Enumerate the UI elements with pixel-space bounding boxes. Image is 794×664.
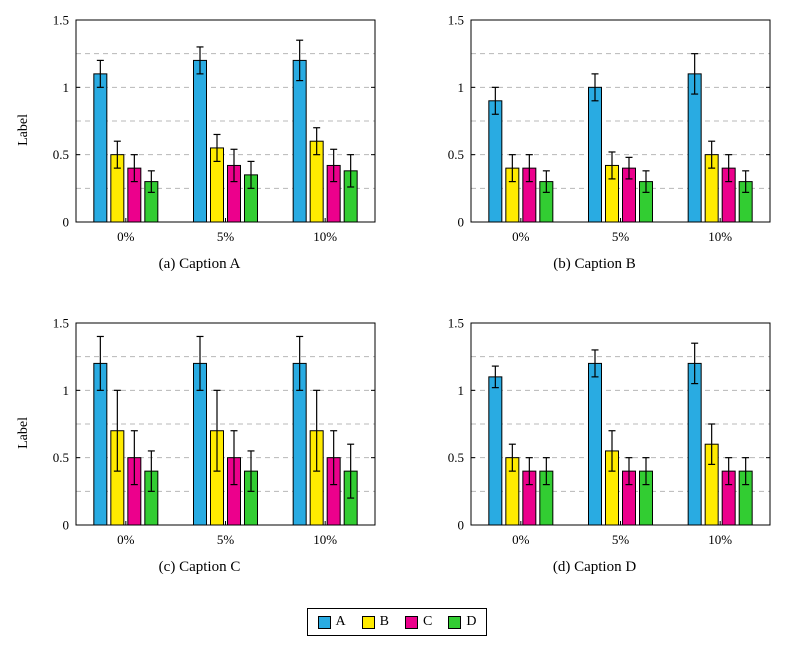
legend-swatch-c [405, 615, 418, 629]
y-axis-label-c: Label [15, 417, 31, 449]
legend-item-d: D [448, 614, 476, 630]
svg-text:5%: 5% [611, 532, 629, 547]
svg-text:10%: 10% [708, 532, 732, 547]
caption-c: (c) Caption C [158, 559, 241, 575]
subplot-a: Label 0% 5% 10% 0 0.5 1 1.5 (a) Caption A [16, 10, 384, 273]
svg-text:0: 0 [62, 518, 69, 533]
svg-text:0%: 0% [117, 229, 135, 244]
legend-swatch-a [317, 615, 331, 629]
caption-a: (a) Caption A [158, 256, 241, 272]
svg-text:5%: 5% [216, 532, 234, 547]
subplot-c-row: Label 0% 5% 10% 0 0.5 1 1.5 [16, 313, 384, 553]
plot-b: 0% 5% 10% 0 0.5 1 1.5 [447, 13, 770, 244]
caption-d: (d) Caption D [552, 559, 637, 575]
legend-label-c: C [423, 614, 433, 629]
svg-text:1: 1 [457, 80, 464, 95]
legend-swatch-d [448, 615, 462, 629]
plot-c: 0% 5% 10% 0 0.5 1 1.5 [52, 316, 375, 547]
legend: A B C D [306, 608, 488, 636]
figure-grid: Label 0% 5% 10% 0 0.5 1 1.5 (a) Caption A 0% 5%… [4, 10, 790, 636]
subplot-d: 0% 5% 10% 0 0.5 1 1.5 (d) Caption D [411, 313, 779, 576]
legend-label-d: D [466, 614, 477, 629]
svg-text:0%: 0% [512, 532, 529, 547]
svg-text:0.5: 0.5 [447, 147, 463, 162]
svg-text:1: 1 [457, 383, 464, 398]
svg-text:5%: 5% [611, 229, 629, 244]
legend-item-a: A [317, 614, 346, 630]
svg-text:0.5: 0.5 [52, 147, 68, 162]
svg-text:0%: 0% [117, 532, 135, 547]
legend-item-b: B [361, 614, 389, 630]
plot-d: 0% 5% 10% 0 0.5 1 1.5 [447, 316, 770, 547]
svg-text:0: 0 [457, 215, 464, 230]
subplot-c: Label 0% 5% 10% 0 0.5 1 1.5 (c) Caption C [16, 313, 384, 576]
svg-text:1.5: 1.5 [447, 316, 463, 331]
subplot-b: 0% 5% 10% 0 0.5 1 1.5 (b) Caption B [411, 10, 779, 273]
legend-item-c: C [405, 614, 432, 630]
svg-text:1.5: 1.5 [52, 316, 68, 331]
svg-text:0.5: 0.5 [447, 450, 463, 465]
svg-text:1: 1 [62, 80, 69, 95]
svg-text:1.5: 1.5 [52, 13, 68, 28]
svg-text:10%: 10% [313, 229, 337, 244]
svg-text:1: 1 [62, 383, 69, 398]
svg-text:10%: 10% [313, 532, 337, 547]
legend-label-b: B [379, 614, 389, 629]
legend-label-a: A [335, 614, 346, 629]
subplot-a-row: Label 0% 5% 10% 0 0.5 1 1.5 [16, 10, 384, 250]
caption-b: (b) Caption B [553, 256, 636, 272]
y-axis-label-a: Label [15, 114, 31, 146]
svg-text:0%: 0% [512, 229, 529, 244]
subplot-grid: Label 0% 5% 10% 0 0.5 1 1.5 (a) Caption A 0% 5%… [4, 10, 790, 576]
svg-text:0: 0 [457, 518, 464, 533]
subplot-b-row: 0% 5% 10% 0 0.5 1 1.5 [411, 10, 779, 250]
svg-text:0.5: 0.5 [52, 450, 68, 465]
svg-text:1.5: 1.5 [447, 13, 463, 28]
legend-swatch-b [361, 615, 375, 629]
svg-text:10%: 10% [708, 229, 732, 244]
plot-a: 0% 5% 10% 0 0.5 1 1.5 [52, 13, 375, 244]
svg-text:0: 0 [62, 215, 69, 230]
svg-text:5%: 5% [216, 229, 234, 244]
subplot-d-row: 0% 5% 10% 0 0.5 1 1.5 [411, 313, 779, 553]
